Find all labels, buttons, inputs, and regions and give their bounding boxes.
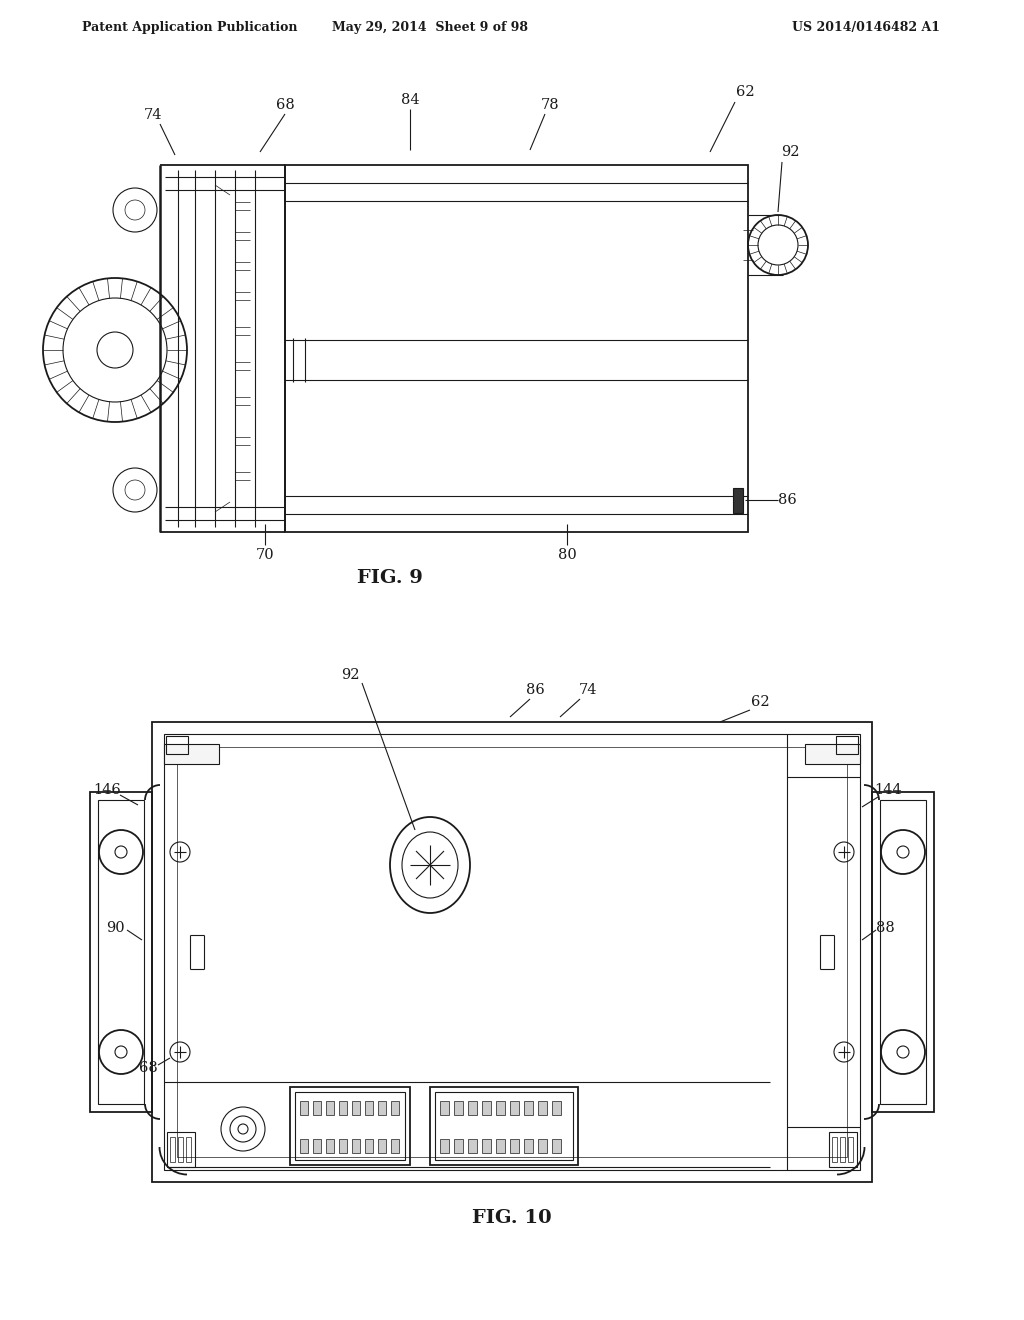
Bar [454,1139,463,1152]
Bar [524,1139,534,1152]
Text: 84: 84 [400,92,419,107]
Bar [552,1139,561,1152]
Bar [378,1139,386,1152]
Bar [482,1101,490,1115]
Bar [391,1101,399,1115]
Bar [326,1101,334,1115]
Bar [733,488,743,513]
Bar [538,1101,547,1115]
Bar [170,1137,175,1162]
Text: 74: 74 [579,682,597,697]
Text: 144: 144 [874,783,902,797]
Bar [378,1101,386,1115]
Bar [365,1101,373,1115]
Bar [313,1101,321,1115]
Text: 146: 146 [93,783,121,797]
Text: May 29, 2014  Sheet 9 of 98: May 29, 2014 Sheet 9 of 98 [332,21,528,34]
Bar [326,1139,334,1152]
Text: 78: 78 [541,98,559,112]
Bar [164,734,860,1170]
Bar [836,737,858,754]
Text: 68: 68 [275,98,294,112]
Text: 80: 80 [558,548,577,562]
Bar [90,792,152,1111]
Bar [880,800,926,1104]
Text: 92: 92 [341,668,359,682]
Bar [552,1101,561,1115]
Bar [352,1139,360,1152]
Bar [300,1101,308,1115]
Bar [178,1137,183,1162]
Bar [831,1137,837,1162]
Bar [430,1086,578,1166]
Bar [167,1133,195,1167]
Bar [848,1137,853,1162]
Bar [313,1139,321,1152]
Text: 62: 62 [751,696,769,709]
Bar [352,1101,360,1115]
Bar [177,747,847,1158]
Bar [440,1139,449,1152]
Text: 62: 62 [735,84,755,99]
Bar [339,1101,347,1115]
Text: FIG. 9: FIG. 9 [357,569,423,587]
Bar [510,1139,519,1152]
Bar [496,1101,505,1115]
Text: US 2014/0146482 A1: US 2014/0146482 A1 [792,21,940,34]
Bar [186,1137,191,1162]
Text: 86: 86 [525,682,545,697]
Text: Patent Application Publication: Patent Application Publication [82,21,298,34]
Text: 90: 90 [105,921,124,935]
Bar [290,1086,410,1166]
Text: 92: 92 [780,145,800,158]
Bar [468,1101,477,1115]
Bar [496,1139,505,1152]
Bar [295,1092,406,1160]
Text: 74: 74 [143,108,162,121]
Bar [300,1139,308,1152]
Bar [538,1139,547,1152]
Bar [98,800,144,1104]
Bar [840,1137,845,1162]
Bar [468,1139,477,1152]
Bar [829,1133,857,1167]
Bar [872,792,934,1111]
Text: 68: 68 [138,1061,158,1074]
Bar [454,1101,463,1115]
Bar [166,737,188,754]
Bar [339,1139,347,1152]
Bar [482,1139,490,1152]
Text: 88: 88 [876,921,894,935]
Bar [152,722,872,1181]
Bar [524,1101,534,1115]
Bar [510,1101,519,1115]
Bar [285,165,748,532]
Text: 70: 70 [256,548,274,562]
Bar [365,1139,373,1152]
Bar [805,744,860,764]
Bar [391,1139,399,1152]
Bar [435,1092,573,1160]
Bar [440,1101,449,1115]
Text: FIG. 10: FIG. 10 [472,1209,552,1228]
Bar [164,744,219,764]
Text: 86: 86 [777,492,797,507]
